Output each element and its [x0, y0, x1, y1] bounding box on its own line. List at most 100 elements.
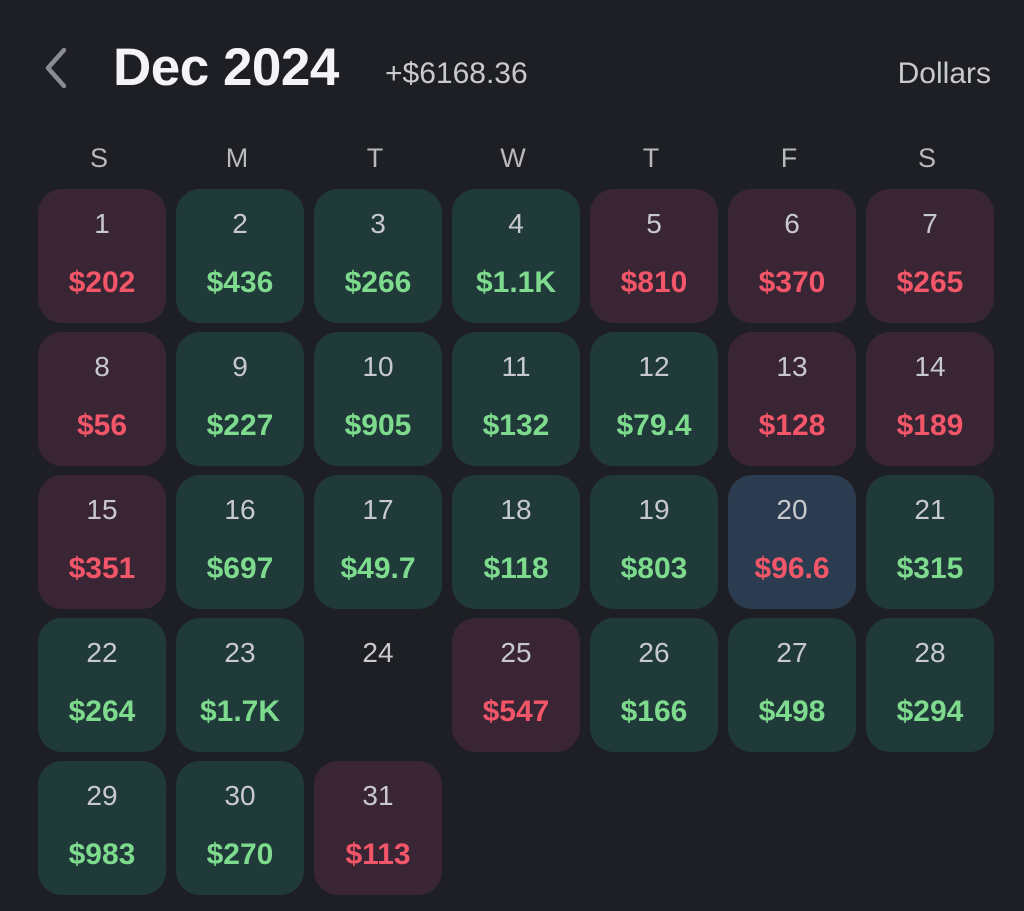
day-cell-19[interactable]: 19 $803: [590, 475, 718, 609]
day-amount: $315: [896, 552, 964, 585]
day-number: 30: [224, 780, 256, 811]
day-number: 13: [776, 351, 808, 382]
day-number: 19: [638, 494, 670, 525]
day-cell-23[interactable]: 23 $1.7K: [176, 618, 304, 752]
day-cell-27[interactable]: 27 $498: [728, 618, 856, 752]
day-cell-28[interactable]: 28 $294: [866, 618, 994, 752]
day-amount: $189: [896, 409, 964, 442]
weekday-label: T: [366, 143, 384, 173]
day-cell-11[interactable]: 11 $132: [452, 332, 580, 466]
day-cell-10[interactable]: 10 $905: [314, 332, 442, 466]
day-cell-22[interactable]: 22 $264: [38, 618, 166, 752]
day-amount: $56: [76, 409, 128, 442]
day-number: 9: [232, 351, 248, 382]
day-amount: $79.4: [616, 409, 692, 442]
weekday-label: S: [917, 143, 936, 173]
day-number: 29: [86, 780, 118, 811]
day-cell-31[interactable]: 31 $113: [314, 761, 442, 895]
day-cell-16[interactable]: 16 $697: [176, 475, 304, 609]
day-number: 22: [86, 637, 118, 668]
weekday-label: M: [225, 143, 249, 173]
day-cell-3[interactable]: 3 $266: [314, 189, 442, 323]
day-cell-9[interactable]: 9 $227: [176, 332, 304, 466]
day-cell-12[interactable]: 12 $79.4: [590, 332, 718, 466]
day-amount: $370: [758, 266, 826, 299]
day-number: 11: [501, 351, 531, 382]
day-amount: $498: [758, 695, 826, 728]
day-cell-6[interactable]: 6 $370: [728, 189, 856, 323]
day-cell-15[interactable]: 15 $351: [38, 475, 166, 609]
day-amount: $266: [344, 266, 412, 299]
day-cell-13[interactable]: 13 $128: [728, 332, 856, 466]
day-amount: $132: [482, 409, 550, 442]
day-number: 28: [914, 637, 946, 668]
day-cell-25[interactable]: 25 $547: [452, 618, 580, 752]
day-number: 21: [914, 494, 946, 525]
day-cell-26[interactable]: 26 $166: [590, 618, 718, 752]
day-amount: $270: [206, 838, 274, 871]
day-number: 18: [500, 494, 532, 525]
weekday-label: T: [642, 143, 660, 173]
month-title: Dec 2024: [113, 38, 339, 97]
day-amount: $1.1K: [475, 266, 557, 299]
day-amount: $264: [68, 695, 136, 728]
day-number: 25: [500, 637, 532, 668]
day-cell-30[interactable]: 30 $270: [176, 761, 304, 895]
month-total: +$6168.36: [385, 57, 528, 90]
day-cell-5[interactable]: 5 $810: [590, 189, 718, 323]
unit-toggle-button[interactable]: Dollars: [897, 57, 991, 90]
day-number: 17: [362, 494, 394, 525]
day-cell-2[interactable]: 2 $436: [176, 189, 304, 323]
day-amount: $113: [345, 838, 411, 871]
chevron-left-icon: [45, 47, 67, 89]
day-number: 23: [224, 637, 256, 668]
day-number: 16: [224, 494, 256, 525]
day-amount: $118: [483, 552, 549, 585]
day-amount: $49.7: [340, 552, 416, 585]
day-cell-4[interactable]: 4 $1.1K: [452, 189, 580, 323]
day-cell-8[interactable]: 8 $56: [38, 332, 166, 466]
calendar-grid: 1 $202 2 $436 3 $266 4 $1.1K 5 $810 6 $370 7 $265 8 $56…: [38, 189, 994, 895]
day-amount: $803: [620, 552, 688, 585]
day-number: 31: [362, 780, 394, 811]
day-cell-21[interactable]: 21 $315: [866, 475, 994, 609]
day-number: 12: [638, 351, 670, 382]
day-number: 26: [638, 637, 670, 668]
day-amount: $983: [68, 838, 136, 871]
day-cell-24[interactable]: 24: [314, 618, 442, 752]
day-number: 4: [508, 208, 524, 239]
day-number: 20: [776, 494, 808, 525]
day-amount: $202: [68, 266, 136, 299]
day-amount: $227: [206, 409, 274, 442]
back-button[interactable]: [36, 44, 76, 92]
day-amount: $96.6: [754, 552, 830, 585]
day-amount: $1.7K: [199, 695, 281, 728]
day-cell-1[interactable]: 1 $202: [38, 189, 166, 323]
calendar-header: Dec 2024 +$6168.36 Dollars: [0, 30, 1024, 110]
day-cell-20[interactable]: 20 $96.6: [728, 475, 856, 609]
day-cell-17[interactable]: 17 $49.7: [314, 475, 442, 609]
day-cell-7[interactable]: 7 $265: [866, 189, 994, 323]
day-amount: $810: [620, 266, 688, 299]
day-cell-14[interactable]: 14 $189: [866, 332, 994, 466]
day-number: 5: [646, 208, 662, 239]
day-number: 10: [362, 351, 394, 382]
day-amount: $351: [68, 552, 136, 585]
day-amount: $905: [344, 409, 412, 442]
day-cell-18[interactable]: 18 $118: [452, 475, 580, 609]
day-amount: $294: [896, 695, 964, 728]
weekday-row: S M T W T F S: [35, 140, 995, 176]
day-amount: $128: [758, 409, 826, 442]
day-number: 3: [370, 208, 386, 239]
day-number: 27: [776, 637, 808, 668]
weekday-label: S: [89, 143, 108, 173]
day-amount: $166: [620, 695, 688, 728]
day-number: 15: [86, 494, 118, 525]
day-amount: $697: [206, 552, 274, 585]
day-cell-29[interactable]: 29 $983: [38, 761, 166, 895]
day-number: 2: [232, 208, 248, 239]
day-number: 8: [94, 351, 110, 382]
day-amount: $436: [206, 266, 274, 299]
day-number: 6: [784, 208, 800, 239]
